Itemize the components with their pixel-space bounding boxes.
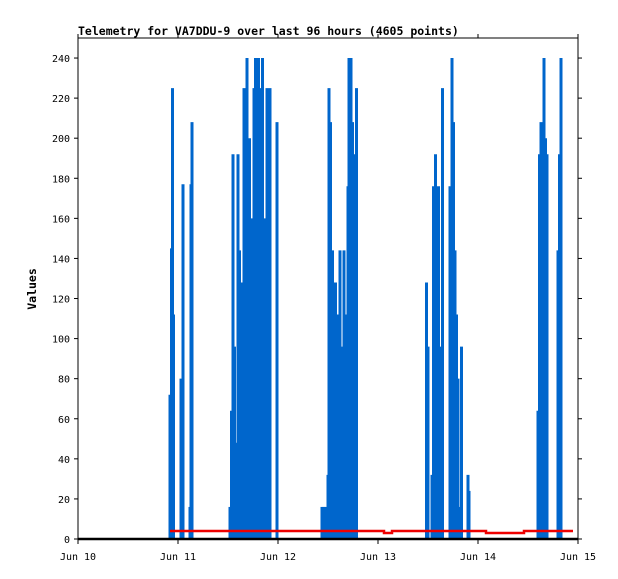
y-tick-label: 60 (58, 415, 70, 426)
y-tick-label: 180 (52, 174, 70, 185)
y-tick-label: 20 (58, 495, 70, 506)
x-tick-label: Jun 14 (460, 552, 496, 563)
y-tick-label: 100 (52, 335, 70, 346)
y-tick-label: 200 (52, 134, 70, 145)
y-tick-label: 80 (58, 375, 70, 386)
y-axis-label: Values (25, 268, 39, 310)
y-axis: 0 20 40 60 80 100 120 140 160 180 200 220 240 (52, 54, 582, 546)
x-tick-label: Jun 13 (360, 552, 396, 563)
chart-title: Telemetry for VA7DDU-9 over last 96 hour… (78, 24, 459, 38)
y-tick-label: 0 (64, 535, 70, 546)
x-tick-label: Jun 11 (160, 552, 196, 563)
y-tick-label: 40 (58, 455, 70, 466)
y-tick-label: 120 (52, 295, 70, 306)
y-tick-label: 160 (52, 214, 70, 225)
y-tick-label: 220 (52, 94, 70, 105)
y-tick-label: 140 (52, 254, 70, 265)
x-tick-label: Jun 12 (260, 552, 296, 563)
x-tick-label: Jun 10 (60, 552, 96, 563)
x-tick-label: Jun 15 (560, 552, 596, 563)
y-tick-label: 240 (52, 54, 70, 65)
plot-frame (77, 37, 579, 540)
plot-series (78, 58, 578, 541)
series-line (170, 529, 573, 535)
